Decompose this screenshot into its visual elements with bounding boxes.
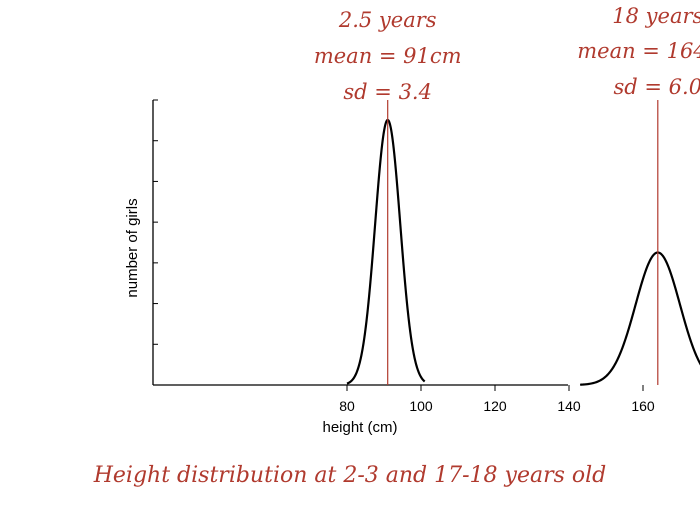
x-tick-label: 160: [631, 398, 655, 414]
annotation-text: sd = 6.0: [614, 75, 700, 99]
annotation-text: mean = 164cm: [577, 39, 700, 63]
x-tick-label: 100: [409, 398, 433, 414]
mean-lines: [387, 100, 659, 385]
chart-title: Height distribution at 2-3 and 17-18 yea…: [93, 463, 607, 488]
y-axis-label: number of girls: [124, 198, 141, 297]
x-tick-label: 140: [557, 398, 581, 414]
y-ticks: [153, 99, 158, 345]
x-tick-label: 80: [339, 398, 355, 414]
series-curves: [346, 118, 700, 386]
x-ticks: 80100120140160180: [339, 385, 655, 414]
x-axis-label: height (cm): [322, 419, 397, 436]
series-curve-1: [580, 251, 700, 386]
annotations: 2.5 years mean = 91cm sd = 3.4 18 years mean…: [314, 4, 700, 104]
annotation-text: mean = 91cm: [314, 44, 462, 68]
annotation-text: sd = 3.4: [343, 80, 432, 104]
series-curve-0: [346, 118, 426, 385]
annotation-text: 18 years: [612, 4, 700, 28]
x-tick-label: 120: [483, 398, 507, 414]
annotation-text: 2.5 years: [338, 8, 437, 32]
axes: [152, 100, 568, 386]
